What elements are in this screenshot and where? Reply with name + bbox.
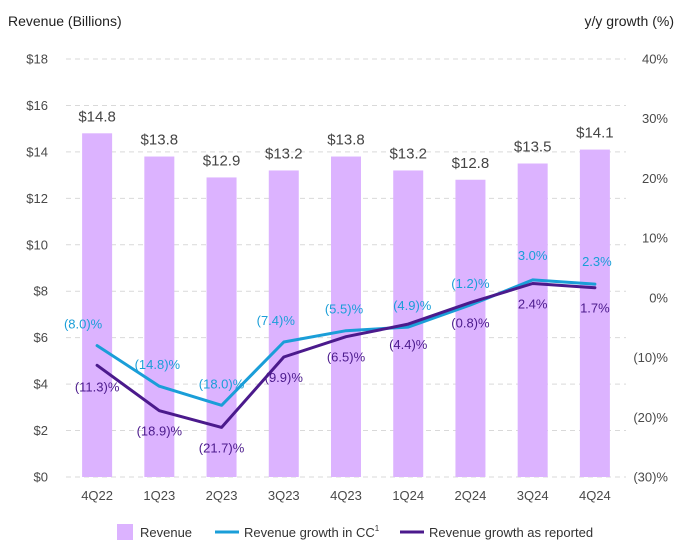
revenue-bar: [82, 133, 113, 478]
x-tick-label: 2Q23: [206, 488, 238, 503]
revenue-bar: [144, 156, 175, 478]
x-tick-label: 2Q24: [455, 488, 487, 503]
revenue-bar-label: $12.8: [452, 155, 490, 172]
reported-growth-label: (0.8)%: [451, 316, 490, 331]
revenue-bar-label: $13.2: [265, 145, 303, 162]
revenue-bar-label: $13.8: [141, 132, 179, 149]
reported-growth-label: (11.3)%: [75, 379, 120, 394]
right-tick-label: 20%: [642, 171, 668, 186]
revenue-bar: [455, 179, 486, 477]
revenue-bar: [579, 149, 610, 478]
cc-growth-line: [95, 278, 597, 407]
x-tick-label: 4Q23: [330, 488, 362, 503]
cc-growth-label: (7.4)%: [257, 313, 296, 328]
left-tick-label: $10: [26, 237, 48, 252]
left-tick-label: $14: [26, 144, 48, 159]
left-tick-label: $2: [34, 423, 48, 438]
revenue-bar-labels: $14.8 $13.8 $12.9 $13.2 $13.8 $13.2 $12.8 $13.5…: [78, 108, 613, 171]
cc-growth-label: 3.0%: [518, 248, 548, 263]
legend-revenue-swatch: [117, 524, 133, 540]
right-axis-ticks: (30)% (20)% (10)% 0% 10% 20% 30% 40%: [633, 52, 668, 485]
right-tick-label: 0%: [649, 290, 668, 305]
reported-growth-label: (4.4)%: [389, 337, 428, 352]
reported-growth-line: [95, 282, 597, 429]
legend-cc-label: Revenue growth in CC1: [244, 524, 380, 540]
revenue-bar-label: $12.9: [203, 152, 241, 169]
right-tick-label: (10)%: [633, 350, 668, 365]
left-tick-label: $8: [34, 284, 48, 299]
revenue-bar-label: $14.8: [78, 108, 116, 125]
revenue-bar: [331, 156, 361, 478]
left-axis-title: Revenue (Billions): [8, 13, 122, 29]
x-axis-ticks: 4Q22 1Q23 2Q23 3Q23 4Q23 1Q24 2Q24 3Q24 4Q24: [81, 488, 611, 503]
reported-growth-label: (18.9)%: [137, 424, 183, 439]
left-tick-label: $4: [34, 377, 48, 392]
cc-growth-label: (4.9)%: [393, 298, 432, 313]
cc-growth-label: (5.5)%: [325, 302, 364, 317]
left-tick-label: $0: [34, 470, 48, 485]
legend-reported-label: Revenue growth as reported: [429, 525, 593, 540]
legend-revenue-label: Revenue: [140, 525, 192, 540]
right-tick-label: 30%: [642, 111, 668, 126]
x-tick-label: 3Q23: [268, 488, 300, 503]
revenue-bar-label: $13.5: [514, 139, 552, 156]
x-tick-label: 3Q24: [517, 488, 549, 503]
left-tick-label: $16: [26, 98, 48, 113]
cc-growth-label: (18.0)%: [199, 376, 245, 391]
reported-growth-label: (6.5)%: [327, 350, 366, 365]
reported-growth-label: 1.7%: [580, 301, 610, 316]
left-tick-label: $18: [26, 52, 48, 67]
growth-line-labels: (8.0)% (14.8)% (18.0)% (7.4)% (5.5)% (4.9)% (1…: [64, 248, 612, 455]
legend: Revenue Revenue growth in CC1 Revenue gr…: [117, 524, 593, 540]
cc-growth-label: (1.2)%: [451, 276, 490, 291]
revenue-bar: [206, 177, 237, 477]
revenue-bar-label: $13.2: [389, 145, 427, 162]
cc-growth-label: 2.3%: [582, 254, 612, 269]
growth-lines: [95, 278, 597, 429]
right-tick-label: (30)%: [633, 470, 668, 485]
left-axis-ticks: $0 $2 $4 $6 $8 $10 $12 $14 $16 $18: [26, 52, 48, 485]
reported-growth-label: 2.4%: [518, 297, 548, 312]
right-tick-label: 40%: [642, 52, 668, 67]
legend-cc-superscript: 1: [375, 524, 380, 533]
cc-growth-label: (14.8)%: [135, 357, 181, 372]
right-tick-label: 10%: [642, 231, 668, 246]
reported-growth-label: (9.9)%: [265, 370, 304, 385]
revenue-bar: [268, 170, 299, 477]
left-tick-label: $6: [34, 330, 48, 345]
x-tick-label: 1Q23: [143, 488, 175, 503]
revenue-bar-label: $14.1: [576, 125, 614, 142]
x-tick-label: 4Q22: [81, 488, 113, 503]
cc-growth-label: (8.0)%: [64, 317, 103, 332]
x-tick-label: 4Q24: [579, 488, 611, 503]
right-axis-title: y/y growth (%): [585, 13, 674, 29]
revenue-bar: [517, 163, 548, 477]
x-tick-label: 1Q24: [392, 488, 424, 503]
revenue-bar-label: $13.8: [327, 132, 365, 149]
reported-growth-label: (21.7)%: [199, 440, 245, 455]
right-tick-label: (20)%: [633, 410, 668, 425]
left-tick-label: $12: [26, 191, 48, 206]
revenue-bars: [82, 133, 610, 478]
legend-cc-label-text: Revenue growth in CC: [244, 525, 375, 540]
